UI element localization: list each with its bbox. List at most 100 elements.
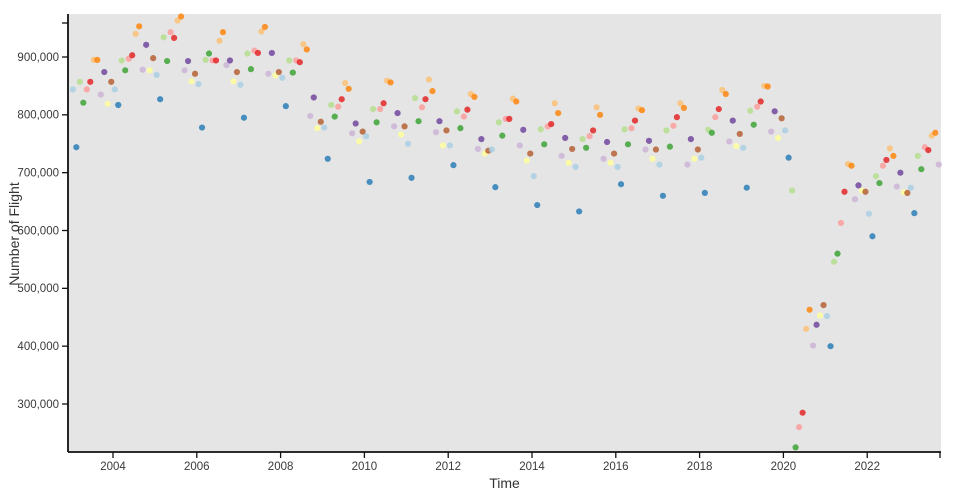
point-2004-09 [139, 66, 146, 73]
point-2019-02 [743, 184, 750, 191]
point-2019-12 [778, 115, 785, 122]
point-2018-08 [722, 90, 729, 98]
point-2010-09 [390, 123, 398, 130]
point-2021-03 [830, 258, 838, 265]
point-2007-08 [261, 23, 268, 31]
point-2018-06 [715, 105, 722, 113]
point-2010-11 [397, 131, 405, 138]
point-2013-04 [499, 132, 506, 139]
point-2016-09 [642, 146, 649, 153]
y-tick-label-900000: 900,000 [17, 52, 59, 64]
point-2023-09 [935, 161, 942, 168]
point-2006-07 [216, 37, 223, 44]
point-2005-12 [191, 70, 199, 77]
point-2005-04 [164, 57, 171, 65]
point-2013-12 [527, 150, 534, 157]
point-2007-07 [258, 28, 265, 35]
point-2012-10 [478, 136, 485, 143]
point-2021-01 [823, 312, 831, 320]
x-axis-title: Time [489, 475, 520, 491]
point-2018-11 [733, 142, 740, 150]
point-2003-02 [73, 144, 80, 151]
point-2004-08 [136, 23, 143, 30]
point-2015-02 [576, 208, 583, 215]
point-2008-06 [296, 59, 303, 66]
point-2022-04 [876, 179, 883, 187]
point-2019-01 [740, 144, 747, 151]
point-2012-09 [474, 145, 481, 153]
point-2015-03 [579, 136, 586, 143]
point-2019-05 [754, 103, 761, 110]
point-2011-01 [404, 140, 412, 147]
point-2019-03 [747, 107, 754, 114]
point-2019-10 [771, 108, 778, 115]
point-2009-12 [359, 128, 366, 135]
point-2017-05 [670, 122, 677, 129]
point-2023-06 [925, 147, 932, 154]
point-2016-06 [631, 117, 639, 124]
point-2018-10 [729, 117, 736, 124]
point-2004-07 [132, 30, 139, 37]
y-tick-label-400000: 400,000 [17, 341, 59, 353]
point-2003-06 [87, 78, 94, 85]
point-2006-11 [230, 78, 237, 85]
point-2020-02 [785, 154, 792, 161]
point-2022-02 [869, 233, 876, 240]
point-2018-01 [698, 154, 705, 161]
plot-panel [68, 14, 941, 452]
x-tick-label-2008: 2008 [268, 461, 294, 473]
point-2020-01 [782, 127, 789, 134]
point-2020-11 [816, 312, 824, 319]
point-2009-03 [328, 101, 335, 109]
point-2016-12 [652, 146, 660, 153]
point-2022-08 [890, 152, 897, 159]
point-2011-11 [439, 142, 447, 149]
point-2017-01 [656, 161, 663, 168]
point-2006-01 [195, 81, 202, 88]
point-2016-04 [624, 141, 632, 148]
point-2009-09 [349, 130, 356, 137]
point-2020-04 [792, 444, 799, 451]
point-2008-03 [286, 57, 293, 64]
point-2009-10 [352, 120, 359, 127]
point-2022-10 [897, 169, 904, 176]
point-2017-08 [680, 104, 687, 111]
point-2004-01 [111, 86, 118, 93]
point-2003-03 [76, 78, 83, 85]
point-2009-05 [335, 103, 342, 110]
point-2019-11 [775, 134, 782, 142]
point-2010-12 [401, 123, 408, 130]
point-2015-09 [600, 155, 607, 162]
point-2017-04 [666, 143, 674, 150]
point-2021-09 [851, 196, 859, 203]
point-2011-09 [432, 129, 440, 136]
point-2005-01 [153, 71, 160, 79]
point-2022-12 [904, 189, 911, 197]
point-2019-04 [750, 121, 757, 128]
point-2007-04 [247, 66, 255, 73]
point-2005-02 [157, 96, 164, 103]
point-2023-03 [914, 152, 921, 159]
point-2015-10 [603, 138, 611, 146]
point-2012-02 [450, 162, 457, 169]
point-2010-01 [363, 133, 370, 140]
point-2005-06 [171, 34, 178, 42]
point-2016-11 [649, 155, 656, 162]
x-tick-label-2012: 2012 [435, 461, 461, 473]
y-tick-label-500000: 500,000 [17, 283, 59, 295]
point-2011-08 [429, 88, 436, 95]
point-2012-05 [460, 113, 468, 120]
point-2008-08 [303, 46, 310, 53]
point-2020-05 [796, 424, 803, 431]
y-axis: 300,000 400,000 500,000 600,000 700,000 800,0… [17, 14, 69, 452]
point-2013-06 [506, 115, 513, 122]
point-2005-03 [160, 34, 167, 41]
point-2004-04 [122, 67, 129, 74]
point-2015-04 [583, 144, 590, 151]
point-2014-08 [555, 110, 562, 117]
point-2013-02 [492, 184, 499, 191]
point-2020-06 [799, 409, 806, 416]
point-2009-01 [321, 124, 328, 131]
point-2008-01 [279, 74, 286, 81]
